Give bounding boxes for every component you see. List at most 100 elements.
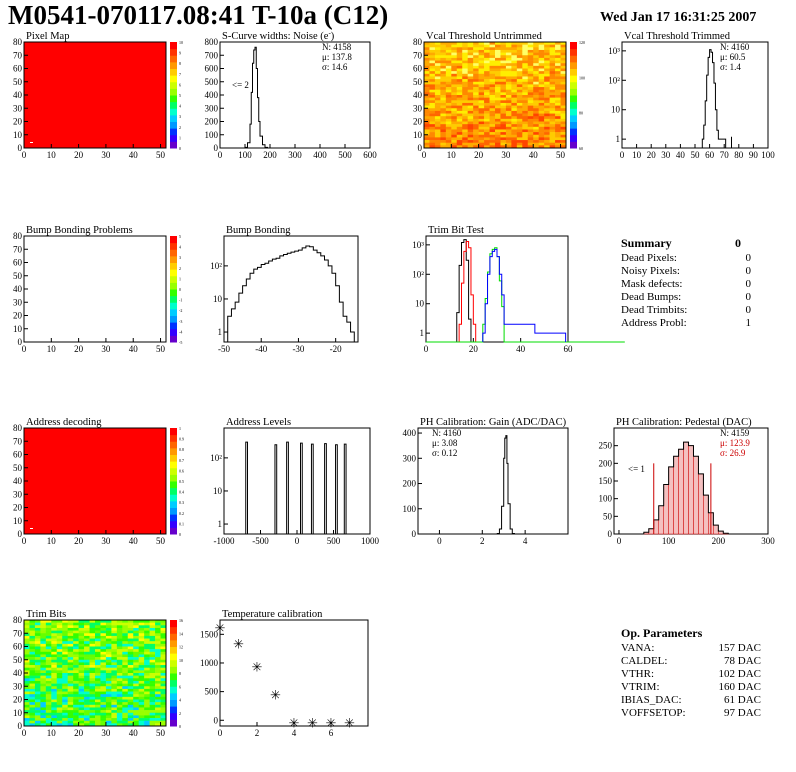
heatmap-cell: [40, 707, 47, 711]
heatmap-cell: [133, 622, 139, 626]
heatmap-cell: [34, 680, 41, 684]
heatmap-cell: [478, 92, 485, 96]
heatmap-cell: [34, 641, 41, 645]
y-tick-label: 10: [13, 516, 23, 526]
heatmap-cell: [116, 667, 123, 671]
heatmap-cell: [73, 667, 79, 671]
heatmap-cell: [484, 137, 490, 141]
heatmap-cell: [40, 688, 47, 692]
heatmap-cell: [127, 667, 134, 671]
heatmap-cell: [484, 113, 490, 117]
heatmap-cell: [489, 49, 496, 53]
heatmap-cell: [133, 654, 139, 658]
heatmap-cell: [133, 691, 139, 695]
heatmap-cell: [527, 102, 534, 106]
heatmap-cell: [533, 44, 539, 48]
heatmap-cell: [111, 712, 118, 716]
heatmap-cell: [434, 105, 441, 109]
heatmap-cell: [560, 129, 567, 133]
heatmap-cell: [462, 105, 468, 109]
heatmap-cell: [144, 620, 150, 623]
heatmap-cell: [89, 678, 96, 682]
heatmap-cell: [105, 723, 112, 727]
x-tick-label: 20: [74, 150, 84, 160]
y-tick-label: 400: [403, 428, 417, 438]
heatmap-cell: [511, 57, 518, 61]
heatmap-cell: [29, 635, 36, 639]
heatmap-cell: [56, 627, 63, 631]
heatmap-cell: [84, 641, 90, 645]
x-tick-label: 10: [47, 536, 57, 546]
heatmap-cell: [516, 81, 523, 85]
heatmap-cell: [111, 670, 118, 674]
heatmap-cell: [160, 657, 167, 661]
heatmap-cell: [133, 630, 139, 634]
heatmap-cell: [144, 691, 150, 695]
heatmap-cell: [51, 625, 58, 629]
heatmap-cell: [424, 63, 430, 67]
x-tick-label: -1000: [214, 536, 235, 546]
heatmap-cell: [424, 132, 430, 136]
heatmap-cell: [489, 73, 496, 77]
heatmap-cell: [84, 665, 90, 668]
chart-title: Vcal Threshold Untrimmed: [426, 31, 543, 42]
x-tick-label: 20: [74, 536, 84, 546]
heatmap-cell: [555, 100, 561, 104]
heatmap-cell: [560, 71, 567, 75]
heatmap-cell: [73, 630, 79, 634]
heatmap-cell: [495, 49, 501, 53]
heatmap-cell: [62, 694, 68, 698]
heatmap-cell: [424, 76, 430, 80]
heatmap-cell: [29, 710, 36, 714]
heatmap-cell: [127, 657, 134, 661]
heatmap-cell: [144, 710, 150, 714]
heatmap-cell: [495, 118, 501, 122]
heatmap-cell: [116, 718, 123, 721]
heatmap-cell: [451, 49, 458, 53]
heatmap-fill: [24, 428, 166, 534]
heatmap-cell: [495, 89, 501, 93]
colorbar-segment: [170, 520, 177, 528]
heatmap-cell: [440, 76, 447, 80]
colorbar-segment: [170, 620, 177, 628]
heatmap-cell: [89, 696, 96, 700]
heatmap-cell: [544, 87, 550, 90]
heatmap-cell: [429, 116, 436, 120]
heatmap-cell: [95, 625, 101, 629]
heatmap-cell: [24, 720, 30, 724]
heatmap-cell: [73, 641, 79, 645]
heatmap-cell: [56, 691, 63, 695]
heatmap-cell: [511, 134, 518, 138]
heatmap-cell: [51, 665, 58, 668]
heatmap-cell: [111, 720, 118, 724]
heatmap-cell: [538, 92, 545, 96]
y-tick-label: 0: [418, 143, 423, 153]
colorbar-label: 1: [179, 135, 181, 140]
heatmap-cell: [51, 678, 58, 682]
heatmap-cell: [138, 720, 145, 724]
heatmap-cell: [533, 60, 539, 64]
heatmap-cell: [473, 126, 479, 130]
heatmap-cell: [549, 132, 556, 136]
heatmap-cell: [560, 60, 567, 64]
heatmap-cell: [40, 620, 47, 623]
heatmap-cell: [440, 134, 447, 138]
heatmap-cell: [138, 633, 145, 637]
heatmap-cell: [429, 79, 436, 83]
heatmap-cell: [500, 116, 507, 120]
y-tick-label: 80: [13, 37, 23, 47]
heatmap-cell: [505, 71, 512, 75]
heatmap-cell: [95, 620, 101, 623]
heatmap-cell: [78, 673, 85, 676]
colorbar-segment: [170, 134, 177, 142]
heatmap-cell: [144, 723, 150, 727]
heatmap-cell: [440, 68, 447, 72]
heatmap-cell: [56, 643, 63, 647]
heatmap-cell: [84, 633, 90, 637]
heatmap-cell: [511, 121, 518, 125]
heatmap-cell: [111, 704, 118, 708]
heatmap-cell: [549, 137, 556, 141]
heatmap-cell: [78, 654, 85, 658]
x-tick-label: 100: [662, 536, 676, 546]
heatmap-cell: [149, 702, 156, 706]
